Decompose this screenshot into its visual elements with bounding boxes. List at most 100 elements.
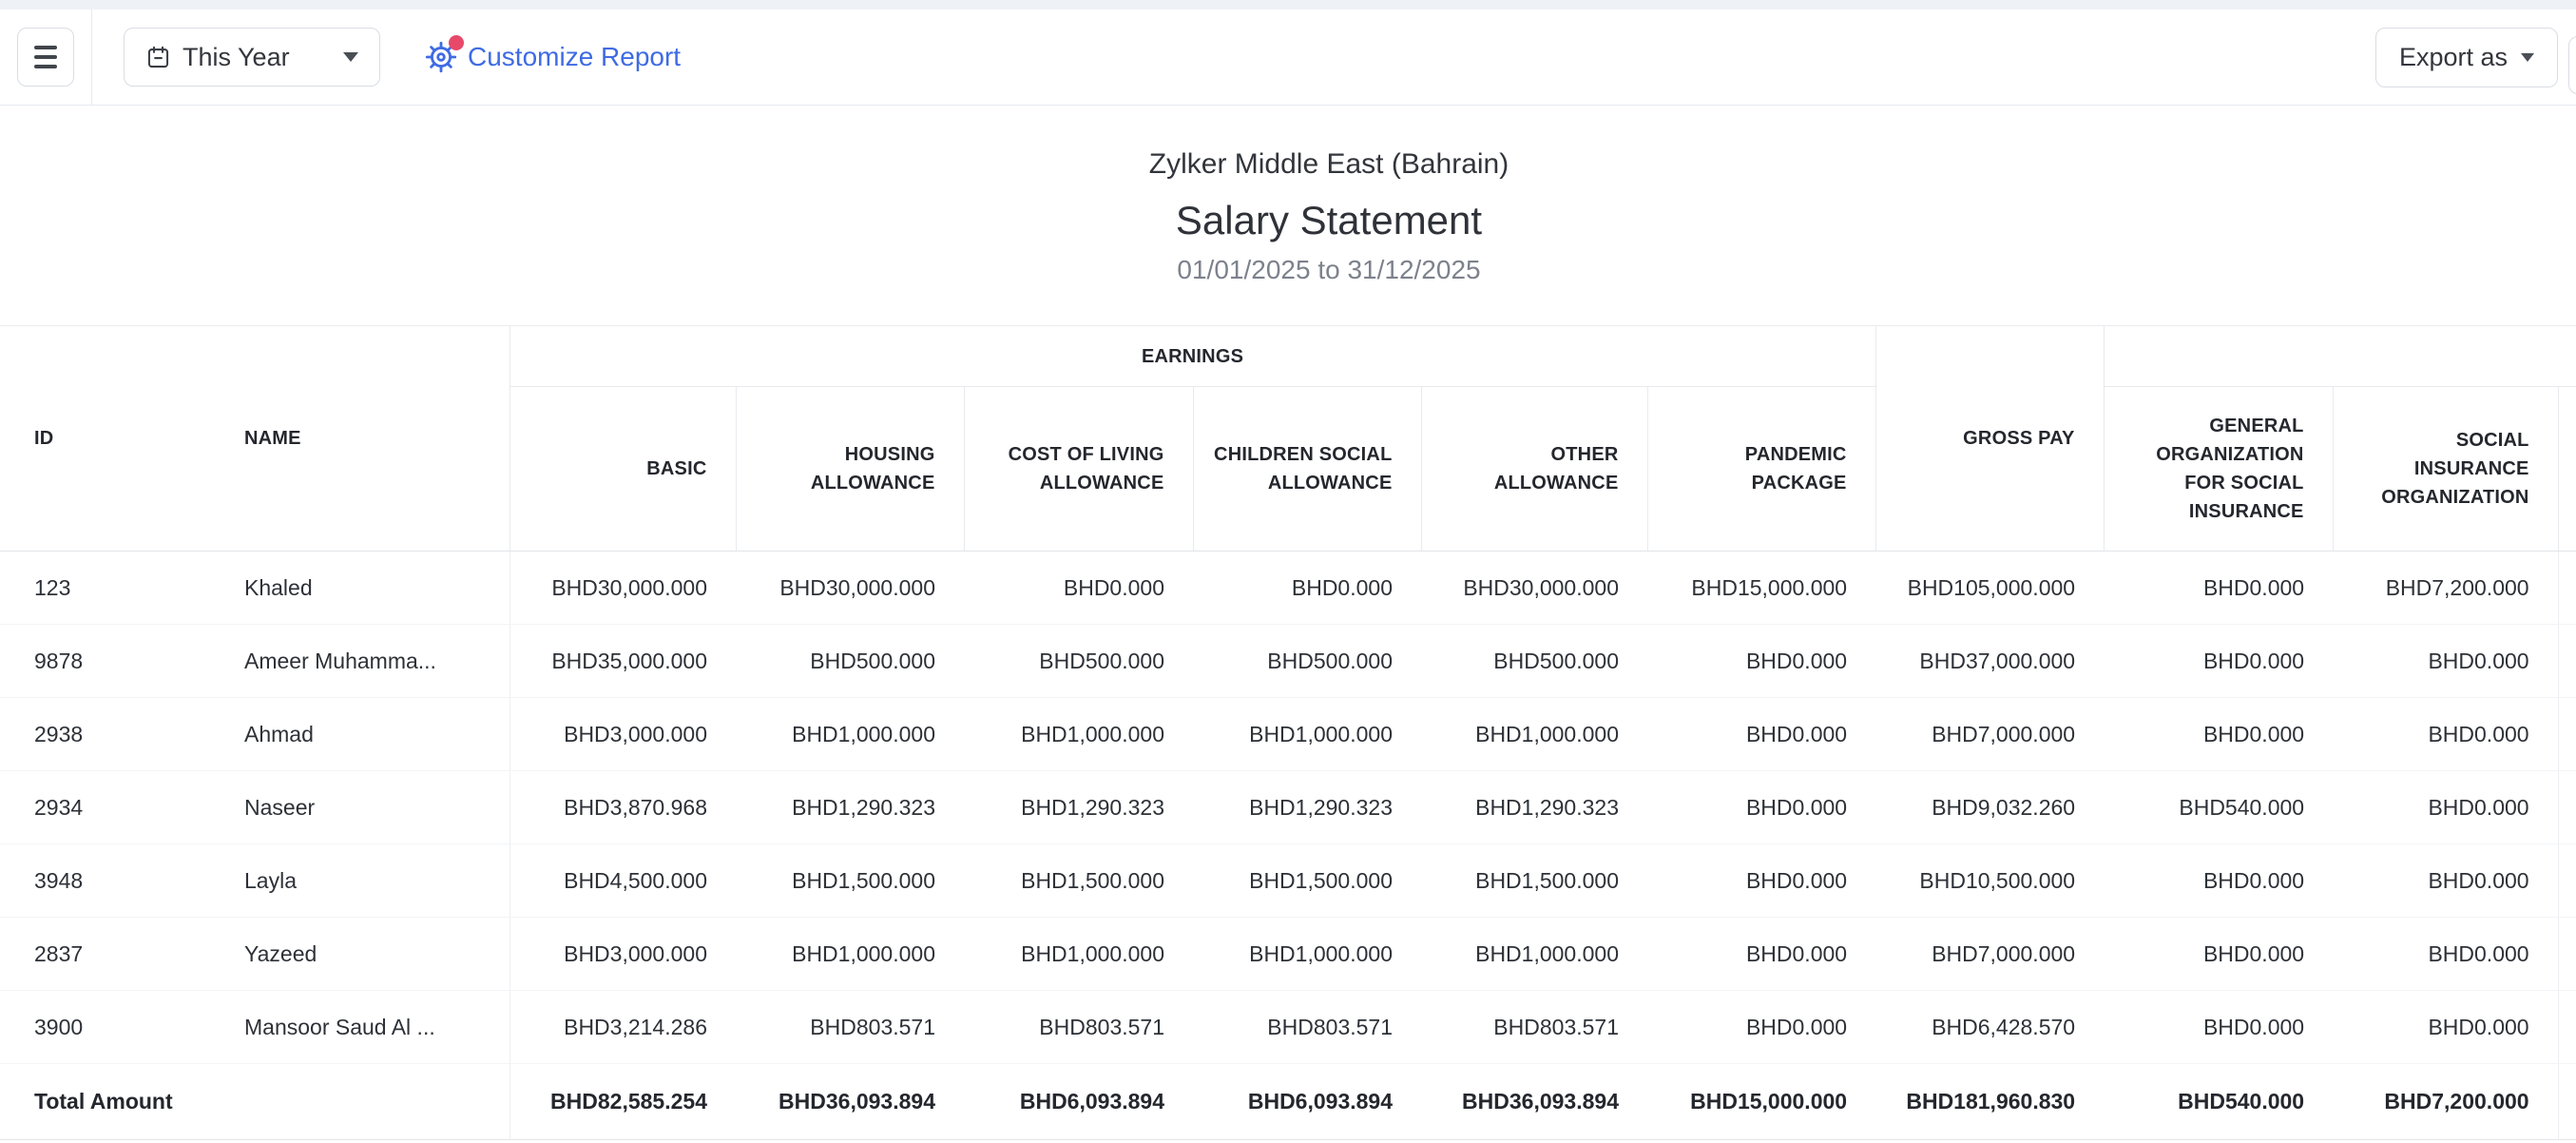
cost-of-living-value: BHD1,500.000	[964, 843, 1193, 918]
salary-statement-table: ID NAME EARNINGS GROSS PAY BASIC HOUSING…	[0, 325, 2576, 1140]
sio-value: BHD7,200.000	[2333, 551, 2559, 625]
column-header-sio: SOCIAL INSURANCE ORGANIZATION	[2332, 386, 2559, 552]
clipped-cell	[2557, 551, 2576, 625]
table-row: 9878 Ameer Muhamma... BHD35,000.000 BHD5…	[0, 624, 2576, 698]
table-row: 2837 Yazeed BHD3,000.000 BHD1,000.000 BH…	[0, 917, 2576, 991]
table-row: 3900 Mansoor Saud Al ... BHD3,214.286 BH…	[0, 990, 2576, 1064]
toolbar: This Year Customize Repor	[0, 10, 2576, 106]
gosi-value: BHD0.000	[2104, 551, 2334, 625]
total-housing: BHD36,093.894	[736, 1063, 964, 1140]
gross-pay-value: BHD9,032.260	[1875, 770, 2105, 844]
group-header-row: ID NAME EARNINGS GROSS PAY	[0, 325, 2576, 552]
period-selector-value: This Year	[183, 42, 290, 71]
sio-value: BHD0.000	[2333, 990, 2559, 1064]
gross-pay-value: BHD10,500.000	[1875, 843, 2105, 918]
table-row: 2934 Naseer BHD3,870.968 BHD1,290.323 BH…	[0, 770, 2576, 844]
partial-button[interactable]	[2568, 36, 2576, 94]
total-cost-of-living: BHD6,093.894	[964, 1063, 1193, 1140]
sio-value: BHD0.000	[2333, 843, 2559, 918]
company-name: Zylker Middle East (Bahrain)	[1148, 148, 1509, 180]
gross-pay-value: BHD7,000.000	[1875, 917, 2105, 991]
basic-value: BHD4,500.000	[509, 843, 736, 918]
column-header-gross-pay: GROSS PAY	[1874, 325, 2105, 552]
employee-name: Layla	[243, 843, 510, 918]
gosi-value: BHD0.000	[2104, 697, 2334, 771]
other-allowance-value: BHD1,000.000	[1421, 697, 1647, 771]
total-pandemic-package: BHD15,000.000	[1647, 1063, 1876, 1140]
total-name-spacer	[243, 1063, 510, 1140]
sio-value: BHD0.000	[2333, 624, 2559, 698]
employee-name: Ahmad	[243, 697, 510, 771]
total-children-social: BHD6,093.894	[1193, 1063, 1421, 1140]
cost-of-living-value: BHD0.000	[964, 551, 1193, 625]
pandemic-package-value: BHD0.000	[1647, 917, 1876, 991]
children-social-value: BHD1,000.000	[1193, 697, 1421, 771]
chevron-down-icon	[343, 52, 358, 62]
pandemic-package-value: BHD0.000	[1647, 990, 1876, 1064]
employee-id: 3900	[0, 990, 243, 1064]
total-gross-pay: BHD181,960.830	[1875, 1063, 2105, 1140]
gross-pay-value: BHD6,428.570	[1875, 990, 2105, 1064]
gosi-value: BHD0.000	[2104, 917, 2334, 991]
clipped-cell	[2557, 843, 2576, 918]
total-gosi: BHD540.000	[2104, 1063, 2334, 1140]
group-header-right-empty	[2103, 325, 2576, 387]
basic-value: BHD3,214.286	[509, 990, 736, 1064]
pandemic-package-value: BHD0.000	[1647, 843, 1876, 918]
pandemic-package-value: BHD15,000.000	[1647, 551, 1876, 625]
employee-id: 123	[0, 551, 243, 625]
sio-value: BHD0.000	[2333, 697, 2559, 771]
clipped-cell	[2557, 1063, 2576, 1140]
column-header-row: BASIC HOUSING ALLOWANCE COST OF LIVING A…	[0, 386, 2576, 552]
basic-value: BHD35,000.000	[509, 624, 736, 698]
children-social-value: BHD0.000	[1193, 551, 1421, 625]
children-social-value: BHD1,500.000	[1193, 843, 1421, 918]
cost-of-living-value: BHD500.000	[964, 624, 1193, 698]
cost-of-living-value: BHD1,000.000	[964, 697, 1193, 771]
menu-button[interactable]	[17, 28, 74, 87]
employee-id: 2938	[0, 697, 243, 771]
column-header-housing-allowance: HOUSING ALLOWANCE	[735, 386, 964, 552]
employee-name: Khaled	[243, 551, 510, 625]
column-header-gosi: GENERAL ORGANIZATION FOR SOCIAL INSURANC…	[2103, 386, 2334, 552]
cost-of-living-value: BHD1,000.000	[964, 917, 1193, 991]
column-header-cost-of-living-allowance: COST OF LIVING ALLOWANCE	[963, 386, 1193, 552]
gosi-value: BHD0.000	[2104, 990, 2334, 1064]
housing-value: BHD1,290.323	[736, 770, 964, 844]
employee-id: 9878	[0, 624, 243, 698]
table-row: 2938 Ahmad BHD3,000.000 BHD1,000.000 BHD…	[0, 697, 2576, 771]
employee-name: Ameer Muhamma...	[243, 624, 510, 698]
customize-report-button[interactable]: Customize Report	[424, 35, 681, 74]
column-header-pandemic-package: PANDEMIC PACKAGE	[1646, 386, 1876, 552]
toolbar-divider	[91, 10, 92, 105]
basic-value: BHD3,870.968	[509, 770, 736, 844]
report-date-range: 01/01/2025 to 31/12/2025	[1177, 255, 1481, 284]
export-as-button[interactable]: Export as	[2374, 27, 2558, 87]
report-header: Zylker Middle East (Bahrain) Salary Stat…	[0, 147, 2576, 286]
column-header-basic: BASIC	[509, 386, 736, 552]
other-allowance-value: BHD30,000.000	[1421, 551, 1647, 625]
other-allowance-value: BHD500.000	[1421, 624, 1647, 698]
clipped-cell	[2557, 697, 2576, 771]
other-allowance-value: BHD1,290.323	[1421, 770, 1647, 844]
clipped-cell	[2557, 770, 2576, 844]
gross-pay-value: BHD7,000.000	[1875, 697, 2105, 771]
notification-dot	[449, 35, 464, 50]
period-selector[interactable]: This Year	[124, 28, 380, 87]
report-title: Salary Statement	[1175, 198, 1483, 242]
housing-value: BHD1,500.000	[736, 843, 964, 918]
employee-name: Naseer	[243, 770, 510, 844]
clipped-cell	[2557, 917, 2576, 991]
housing-value: BHD30,000.000	[736, 551, 964, 625]
pandemic-package-value: BHD0.000	[1647, 624, 1876, 698]
sio-value: BHD0.000	[2333, 770, 2559, 844]
column-header-id: ID	[0, 325, 243, 552]
other-allowance-value: BHD803.571	[1421, 990, 1647, 1064]
children-social-value: BHD1,290.323	[1193, 770, 1421, 844]
children-social-value: BHD803.571	[1193, 990, 1421, 1064]
housing-value: BHD500.000	[736, 624, 964, 698]
children-social-value: BHD500.000	[1193, 624, 1421, 698]
table-row: 3948 Layla BHD4,500.000 BHD1,500.000 BHD…	[0, 843, 2576, 918]
gosi-value: BHD0.000	[2104, 624, 2334, 698]
group-header-earnings: EARNINGS	[509, 325, 1876, 387]
